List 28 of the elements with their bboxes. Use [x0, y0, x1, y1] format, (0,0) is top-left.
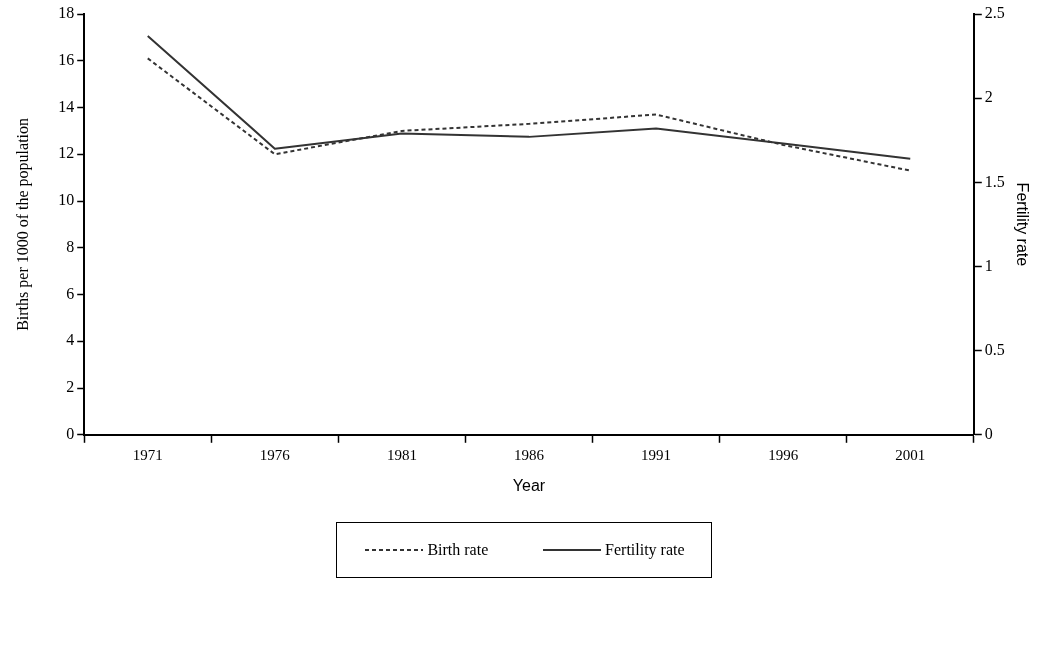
y2-tick-label: 0	[984, 425, 993, 442]
y2-tick-label: 2.5	[984, 4, 1005, 22]
x-tick-label: 1996	[768, 446, 799, 463]
y2-axis-title: Fertility rate	[1013, 182, 1031, 267]
y-tick-label: 10	[58, 191, 75, 209]
y2-tick-label: 1.5	[984, 172, 1005, 190]
y-tick-label: 6	[66, 284, 75, 302]
y-tick-label: 2	[66, 378, 75, 396]
legend-label: Birth rate	[427, 541, 489, 559]
y-tick-label: 0	[66, 425, 75, 442]
x-tick-label: 1976	[259, 446, 291, 463]
legend-label: Fertility rate	[605, 541, 685, 559]
y-axis-title: Births per 1000 of the population	[13, 117, 32, 331]
y2-tick-label: 0.5	[984, 340, 1005, 358]
x-tick-label: 1981	[386, 446, 417, 463]
x-tick-label: 1971	[132, 446, 163, 463]
y2-tick-label: 2	[984, 88, 993, 106]
y-tick-label: 16	[58, 50, 75, 68]
y-tick-label: 18	[58, 4, 75, 22]
y-tick-label: 4	[66, 331, 75, 349]
x-axis-title: Year	[512, 476, 546, 494]
x-tick-label: 2001	[895, 446, 926, 463]
y2-tick-label: 1	[984, 256, 993, 274]
x-tick-label: 1986	[514, 446, 545, 463]
x-tick-label: 1991	[641, 446, 672, 463]
y-tick-label: 14	[58, 97, 75, 115]
y-tick-label: 12	[58, 144, 75, 162]
y-tick-label: 8	[66, 237, 75, 255]
